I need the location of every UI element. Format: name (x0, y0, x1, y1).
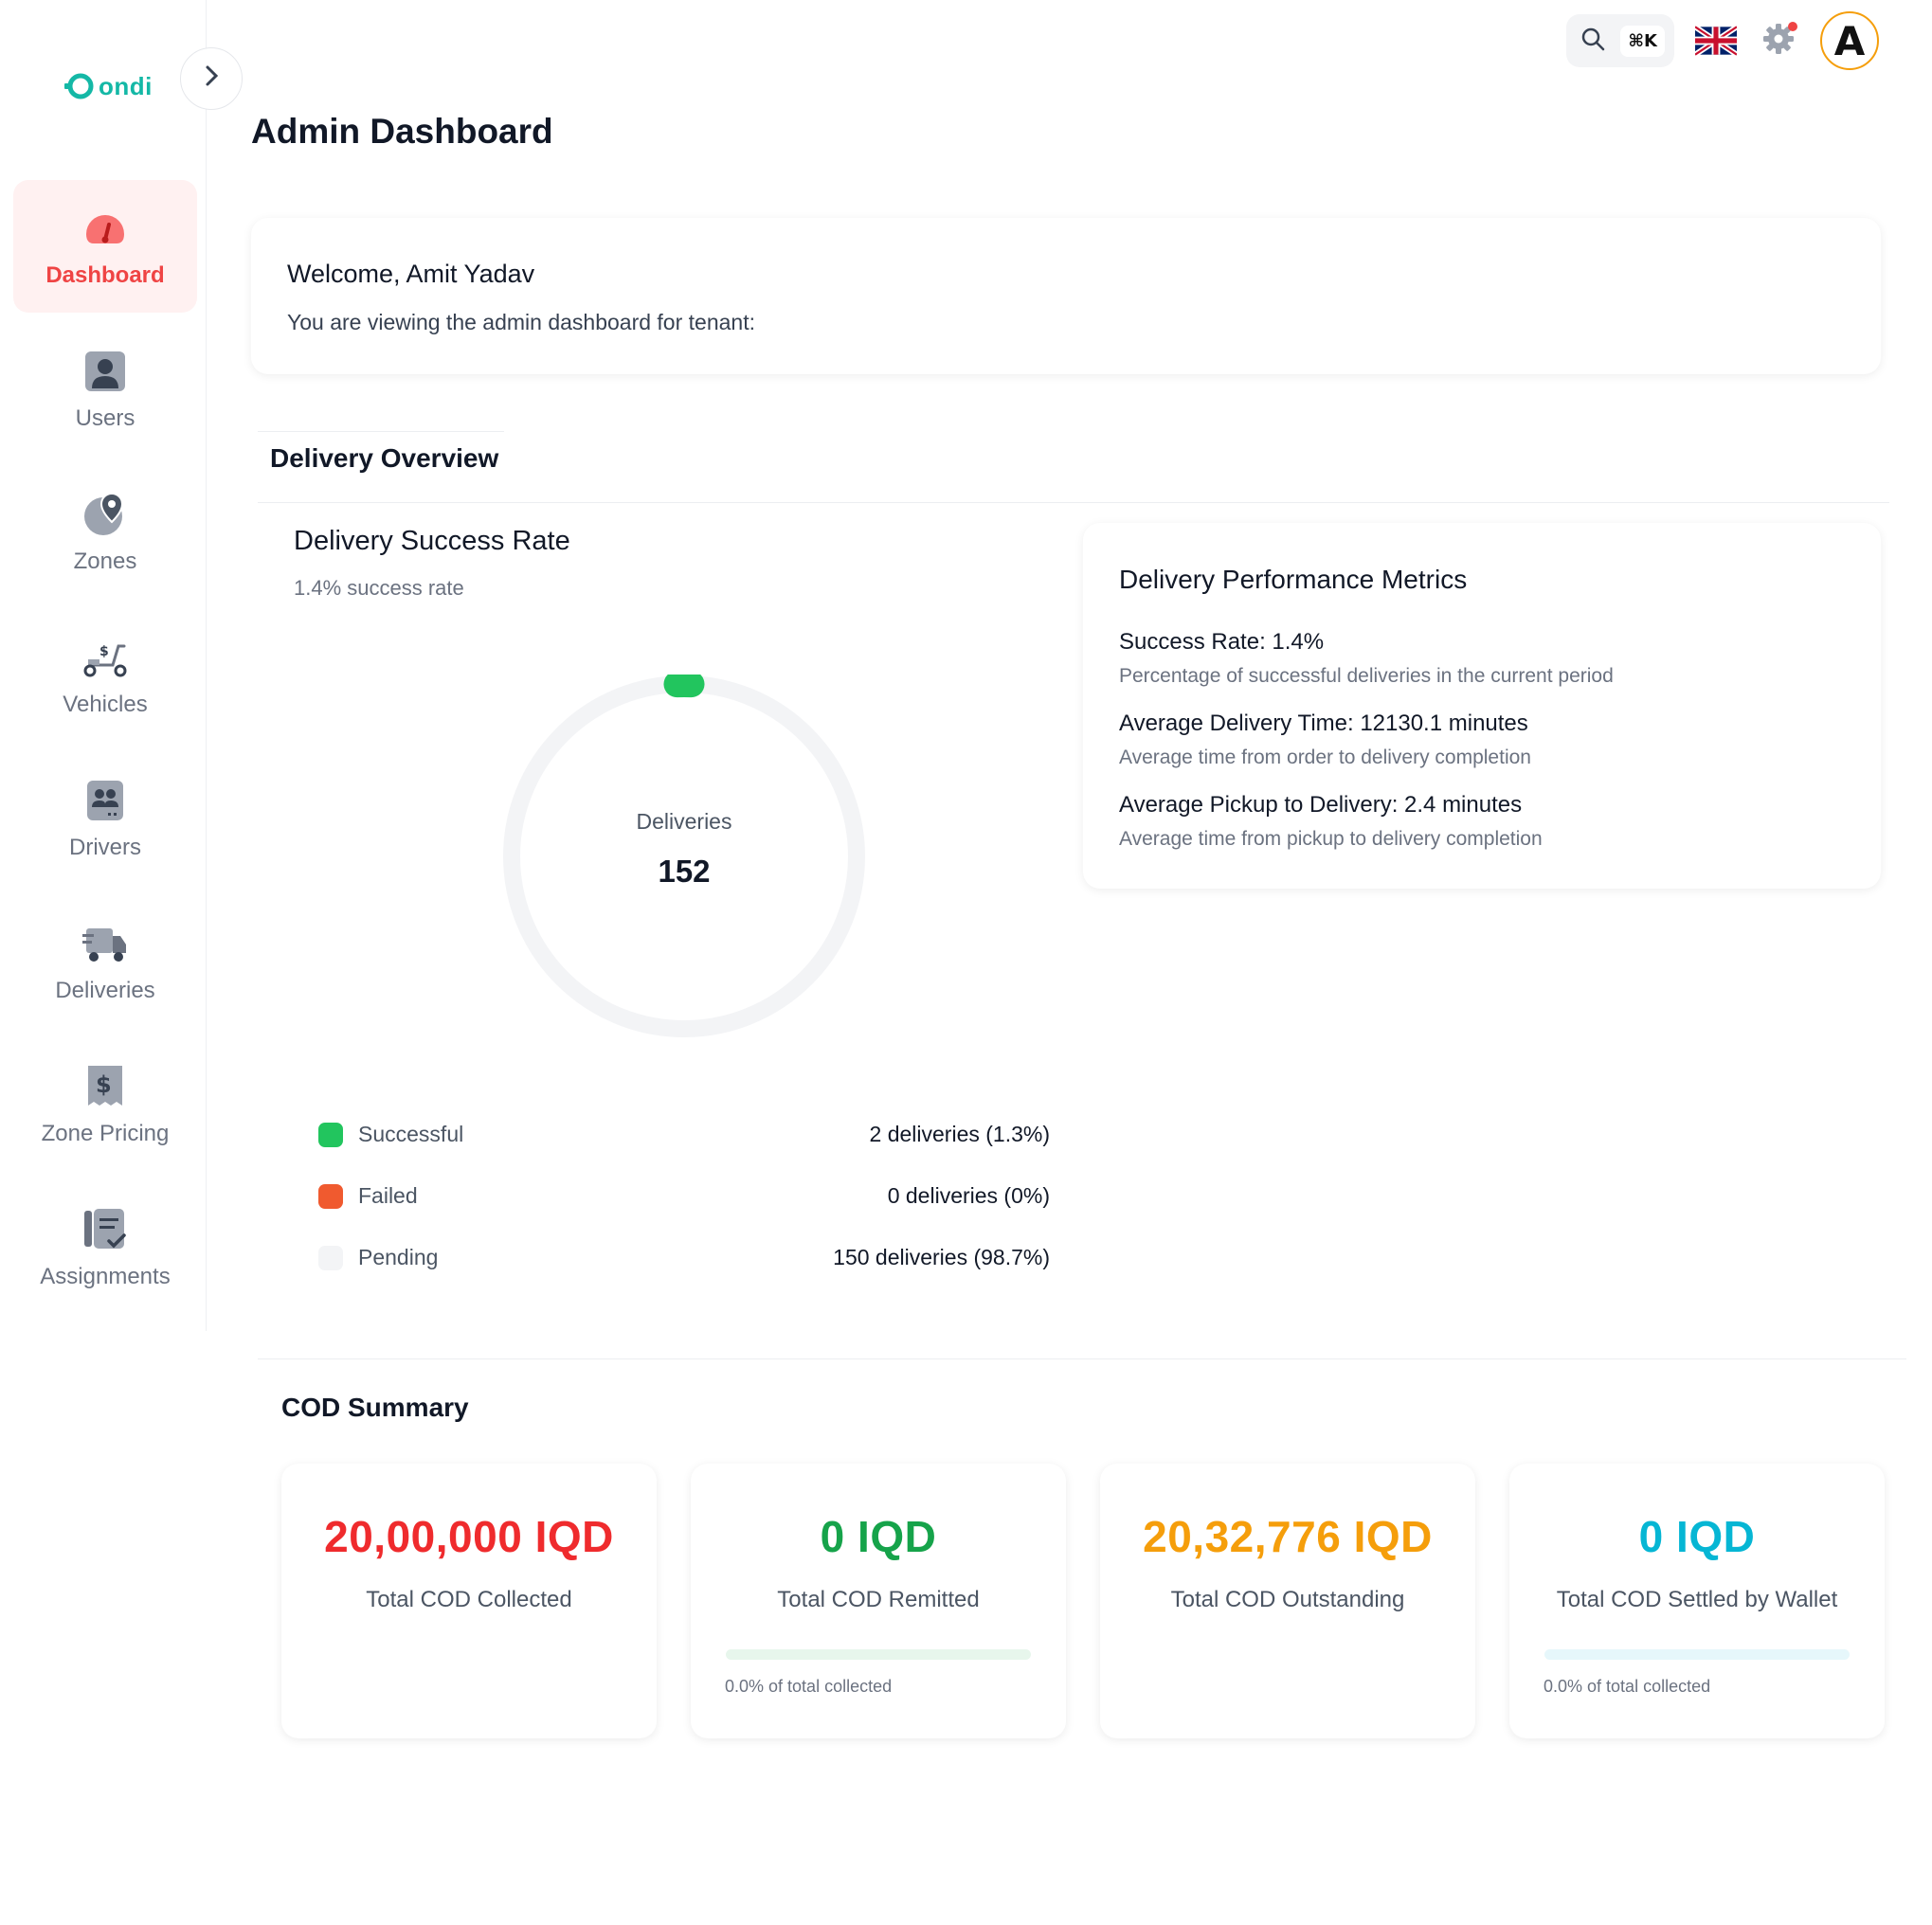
legend-row-pending: Pending 150 deliveries (98.7%) (318, 1245, 1050, 1270)
cod-progress-bar (1544, 1649, 1850, 1660)
deliveries-donut-chart: Deliveries 152 (502, 671, 866, 1038)
cod-label: Total COD Collected (366, 1587, 572, 1612)
delivery-overview-title: Delivery Overview (270, 443, 499, 473)
welcome-subtitle: You are viewing the admin dashboard for … (287, 310, 755, 334)
map-pin-icon (81, 490, 130, 539)
sidebar-item-label: Deliveries (55, 978, 155, 1003)
legend-value: 2 deliveries (1.3%) (869, 1122, 1050, 1146)
avatar[interactable]: A (1820, 11, 1879, 70)
cod-summary-title: COD Summary (281, 1393, 469, 1422)
scooter-icon: $ (81, 633, 130, 682)
legend-swatch (318, 1122, 343, 1147)
chevron-right-icon (202, 63, 221, 94)
cod-card-outstanding: 20,32,776 IQD Total COD Outstanding (1100, 1464, 1475, 1738)
ondi-logo-icon (63, 70, 95, 102)
legend-row-successful: Successful 2 deliveries (1.3%) (318, 1122, 1050, 1147)
cod-amount: 0 IQD (1638, 1512, 1756, 1561)
user-icon (81, 347, 130, 396)
sidebar-collapse-button[interactable] (180, 47, 243, 110)
sidebar: ondi Dashboard Users (0, 0, 207, 1331)
donut-center: Deliveries 152 (502, 675, 866, 1038)
drivers-icon (81, 776, 130, 825)
section-divider (258, 1358, 1906, 1359)
metric-head: Average Pickup to Delivery: 2.4 minutes (1119, 792, 1523, 818)
sidebar-item-vehicles[interactable]: $ Vehicles (13, 609, 197, 742)
shortcut-hint: ⌘K (1620, 25, 1665, 57)
metric-desc: Percentage of successful deliveries in t… (1119, 665, 1614, 687)
sidebar-item-label: Dashboard (45, 262, 165, 288)
legend-value: 0 deliveries (0%) (887, 1183, 1050, 1208)
sidebar-item-zones[interactable]: Zones (13, 466, 197, 599)
search-button[interactable]: ⌘K (1566, 14, 1674, 67)
success-rate-title: Delivery Success Rate (294, 526, 570, 556)
cod-card-settled-by-wallet: 0 IQD Total COD Settled by Wallet 0.0% o… (1509, 1464, 1885, 1738)
donut-center-label: Deliveries (636, 808, 732, 834)
speedometer-icon (81, 204, 130, 253)
sidebar-item-drivers[interactable]: Drivers (13, 752, 197, 885)
legend-value: 150 deliveries (98.7%) (833, 1245, 1050, 1269)
svg-text:$: $ (99, 644, 109, 659)
legend-name: Successful (358, 1122, 464, 1146)
cod-label: Total COD Outstanding (1170, 1587, 1405, 1612)
sidebar-item-label: Vehicles (63, 692, 148, 717)
metric-desc: Average time from order to delivery comp… (1119, 747, 1531, 768)
legend-name: Failed (358, 1183, 418, 1208)
success-rate-subtitle: 1.4% success rate (294, 576, 464, 600)
cod-progress-text: 0.0% of total collected (725, 1677, 893, 1696)
legend-name: Pending (358, 1245, 439, 1269)
section-divider (258, 502, 1889, 503)
legend-swatch (318, 1183, 343, 1209)
notification-dot (1788, 22, 1797, 31)
avatar-letter: A (1833, 17, 1866, 64)
search-icon (1580, 26, 1606, 57)
sidebar-item-zone-pricing[interactable]: $ Zone Pricing (13, 1038, 197, 1171)
page-title: Admin Dashboard (251, 112, 553, 151)
metrics-title: Delivery Performance Metrics (1119, 565, 1468, 594)
welcome-title: Welcome, Amit Yadav (287, 260, 535, 288)
gear-icon (1761, 22, 1796, 61)
performance-metrics-card: Delivery Performance Metrics Success Rat… (1083, 523, 1881, 889)
sidebar-item-dashboard[interactable]: Dashboard (13, 180, 197, 313)
cod-label: Total COD Remitted (777, 1587, 980, 1612)
cod-label: Total COD Settled by Wallet (1556, 1587, 1838, 1612)
top-bar: ⌘K (1566, 11, 1879, 70)
cod-amount: 20,00,000 IQD (324, 1512, 614, 1561)
metric-avg-pickup-to-delivery: Average Pickup to Delivery: 2.4 minutes … (1119, 792, 1845, 851)
section-divider (258, 431, 504, 432)
cod-card-collected: 20,00,000 IQD Total COD Collected (281, 1464, 657, 1738)
svg-text:$: $ (96, 1071, 112, 1098)
brand-logo[interactable]: ondi (63, 70, 153, 102)
legend-swatch (318, 1245, 343, 1270)
brand-name: ondi (99, 71, 153, 100)
welcome-card: Welcome, Amit Yadav You are viewing the … (251, 218, 1881, 374)
clipboard-check-icon (81, 1205, 130, 1254)
receipt-dollar-icon: $ (81, 1062, 130, 1111)
sidebar-item-label: Users (75, 405, 135, 431)
metric-head: Average Delivery Time: 12130.1 minutes (1119, 711, 1528, 736)
cod-progress-bar (726, 1649, 1031, 1660)
sidebar-item-deliveries[interactable]: Deliveries (13, 895, 197, 1028)
donut-svg (503, 671, 865, 1037)
sidebar-item-label: Zone Pricing (41, 1121, 170, 1146)
sidebar-item-users[interactable]: Users (13, 323, 197, 456)
legend-row-failed: Failed 0 deliveries (0%) (318, 1183, 1050, 1209)
metric-success-rate: Success Rate: 1.4% Percentage of success… (1119, 629, 1845, 688)
sidebar-item-label: Drivers (69, 835, 141, 860)
cod-amount: 20,32,776 IQD (1143, 1512, 1433, 1561)
metric-desc: Average time from pickup to delivery com… (1119, 828, 1543, 850)
donut-center-value: 152 (658, 853, 711, 889)
truck-icon (81, 919, 130, 968)
metric-head: Success Rate: 1.4% (1119, 629, 1325, 655)
uk-flag-icon[interactable] (1693, 24, 1739, 58)
sidebar-item-label: Assignments (40, 1264, 171, 1289)
cod-amount: 0 IQD (820, 1512, 937, 1561)
cod-progress-text: 0.0% of total collected (1544, 1677, 1711, 1696)
settings-button[interactable] (1758, 20, 1799, 62)
sidebar-item-assignments[interactable]: Assignments (13, 1181, 197, 1314)
metric-avg-delivery-time: Average Delivery Time: 12130.1 minutes A… (1119, 711, 1845, 769)
cod-card-remitted: 0 IQD Total COD Remitted 0.0% of total c… (691, 1464, 1066, 1738)
sidebar-item-label: Zones (73, 549, 137, 574)
